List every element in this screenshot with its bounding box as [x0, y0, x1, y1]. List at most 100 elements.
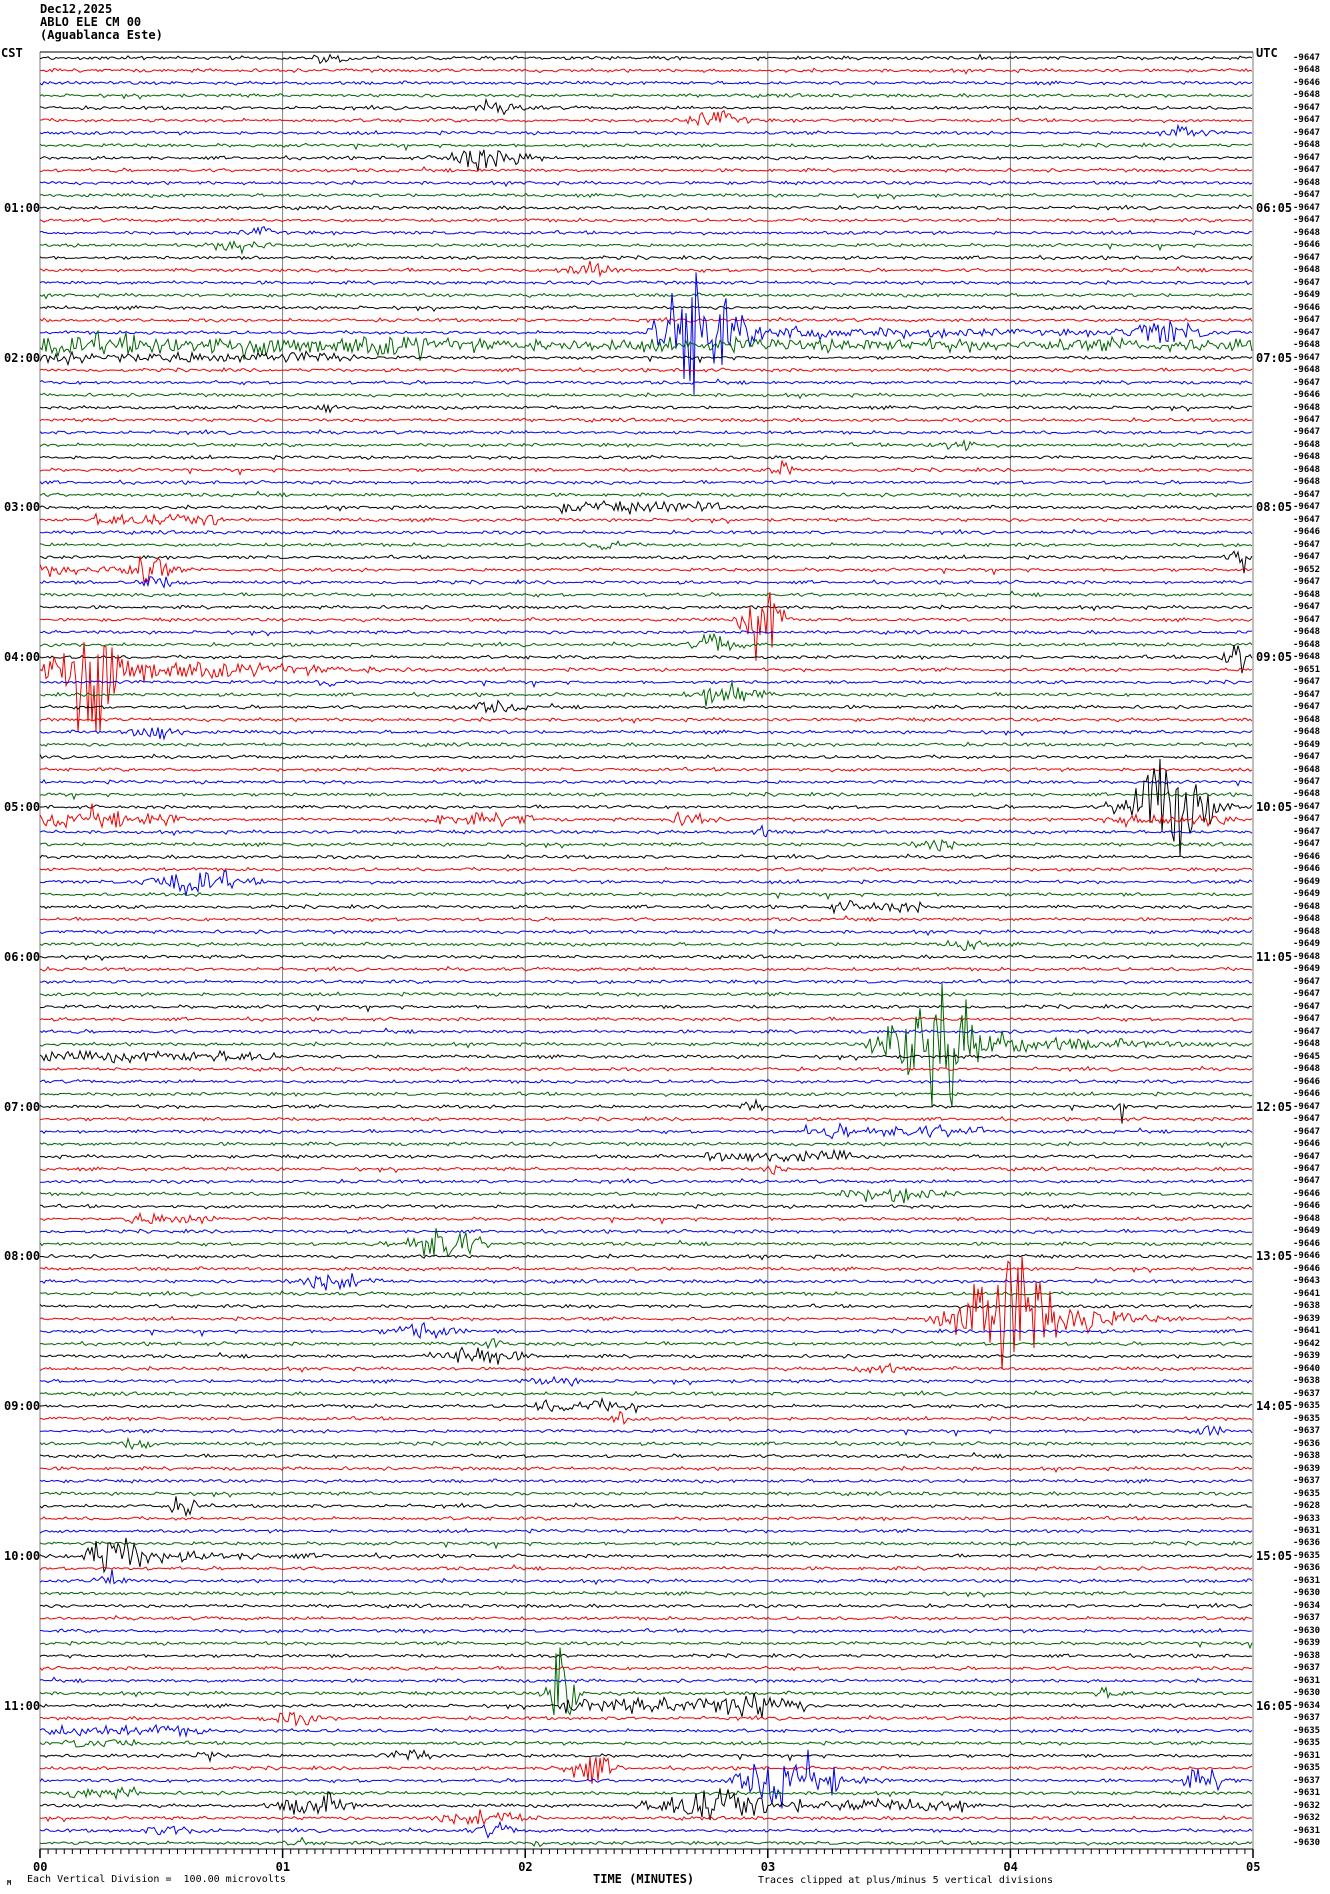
- seismic-trace: [39, 540, 1253, 551]
- trace-offset-value: -9648: [1293, 1039, 1321, 1050]
- seismic-trace: [39, 1122, 1253, 1140]
- trace-offset-value: -9638: [1293, 1451, 1321, 1462]
- trace-offset-value: -9647: [1293, 352, 1321, 363]
- seismic-trace: [39, 1256, 1253, 1370]
- seismic-trace: [39, 1346, 1253, 1365]
- seismic-trace: [39, 1003, 1253, 1013]
- trace-offset-value: -9646: [1293, 1139, 1321, 1150]
- seismic-trace: [39, 1266, 1253, 1274]
- seismic-trace: [39, 853, 1253, 860]
- trace-offset-value: -9640: [1293, 1363, 1321, 1374]
- footer-clip-note: Traces clipped at plus/minus 5 vertical …: [758, 1875, 1054, 1886]
- hour-label-left: 06:00: [4, 949, 41, 964]
- seismic-trace: [39, 1338, 1253, 1350]
- trace-offset-value: -9632: [1293, 1800, 1321, 1811]
- trace-offset-value: -9630: [1293, 1838, 1321, 1849]
- seismic-trace: [39, 1564, 1253, 1572]
- trace-offset-value: -9637: [1293, 1388, 1321, 1399]
- trace-offset-value: -9646: [1293, 1263, 1321, 1274]
- trace-offset-value: -9647: [1293, 1176, 1321, 1187]
- seismic-trace: [39, 1749, 1253, 1809]
- trace-offset-value: -9648: [1293, 365, 1321, 376]
- trace-offset-value: -9631: [1293, 1675, 1321, 1686]
- seismic-trace: [40, 1211, 1253, 1225]
- seismic-trace: [39, 1569, 1253, 1586]
- seismic-trace: [40, 1253, 1252, 1261]
- trace-offset-value: -9649: [1293, 1226, 1321, 1237]
- right-timezone-label: UTC: [1256, 46, 1278, 60]
- trace-offset-value: -9633: [1293, 1513, 1321, 1524]
- trace-offset-value: -9637: [1293, 1663, 1321, 1674]
- trace-offset-value: -9630: [1293, 1588, 1321, 1599]
- seismic-trace: [39, 204, 1253, 211]
- seismic-trace: [39, 604, 1253, 612]
- seismic-trace: [39, 699, 1253, 714]
- trace-offset-value: -9648: [1293, 439, 1321, 450]
- trace-offset-value: -9639: [1293, 1463, 1321, 1474]
- seismic-trace: [39, 645, 1253, 674]
- seismic-trace: [39, 791, 1253, 801]
- trace-offset-value: -9647: [1293, 614, 1321, 625]
- seismic-trace: [39, 1692, 1253, 1719]
- seismic-trace: [39, 80, 1253, 86]
- header-location: (Aguablanca Este): [40, 28, 163, 42]
- trace-offset-value: -9646: [1293, 240, 1321, 251]
- seismic-trace: [39, 592, 1253, 661]
- trace-offset-value: -9649: [1293, 739, 1321, 750]
- seismic-trace: [39, 1788, 1252, 1821]
- seismic-trace: [39, 1809, 1253, 1826]
- trace-offset-value: -9647: [1293, 377, 1321, 388]
- trace-offset-value: -9652: [1293, 564, 1321, 575]
- trace-offset-value: -9646: [1293, 1188, 1321, 1199]
- trace-offset-value: -9647: [1293, 127, 1321, 138]
- hour-label-right: 12:05: [1256, 1099, 1293, 1114]
- seismic-trace: [39, 123, 1253, 138]
- trace-offset-value: -9647: [1293, 1151, 1321, 1162]
- trace-offset-value: -9646: [1293, 77, 1321, 88]
- trace-offset-value: -9648: [1293, 727, 1321, 738]
- seismic-trace: [39, 1540, 1253, 1550]
- trace-offset-value: -9647: [1293, 165, 1321, 176]
- trace-offset-value: -9647: [1293, 277, 1321, 288]
- trace-offset-value: -9635: [1293, 1550, 1321, 1561]
- seismic-trace: [39, 869, 1253, 896]
- trace-offset-value: -9637: [1293, 1426, 1321, 1437]
- trace-offset-value: -9649: [1293, 876, 1321, 887]
- x-axis-tick-label: 04: [1003, 1860, 1018, 1874]
- trace-offset-value: -9630: [1293, 1625, 1321, 1636]
- trace-offset-value: -9647: [1293, 415, 1321, 425]
- trace-offset-value: -9648: [1293, 764, 1321, 775]
- trace-offset-value: -9628: [1293, 1501, 1321, 1512]
- hour-label-right: 07:05: [1256, 350, 1293, 365]
- trace-offset-value: -9647: [1293, 252, 1321, 263]
- seismic-trace: [39, 1049, 1253, 1064]
- seismic-trace: [39, 1738, 1253, 1748]
- left-timezone-label: CST: [1, 46, 23, 60]
- trace-offset-value: -9631: [1293, 1525, 1321, 1536]
- seismic-trace: [39, 226, 1253, 236]
- seismic-trace: [39, 528, 1253, 536]
- seismic-trace: [39, 1228, 1253, 1235]
- seismic-trace: [39, 758, 1253, 857]
- trace-offset-value: -9648: [1293, 452, 1321, 463]
- trace-offset-value: -9646: [1293, 1238, 1321, 1249]
- seismic-trace: [39, 1098, 1253, 1124]
- seismic-trace: [39, 1749, 1253, 1764]
- seismic-trace: [39, 838, 1253, 852]
- seismic-trace: [39, 1016, 1253, 1023]
- seismic-trace: [39, 1116, 1253, 1122]
- trace-offset-value: -9647: [1293, 702, 1321, 713]
- trace-offset-value: -9648: [1293, 901, 1321, 912]
- seismic-trace: [39, 1602, 1253, 1609]
- trace-offset-value: -9648: [1293, 652, 1321, 663]
- hour-label-right: 09:05: [1256, 650, 1293, 665]
- seismic-trace: [39, 378, 1253, 386]
- trace-offset-value: -9637: [1293, 1775, 1321, 1786]
- seismic-trace: [39, 438, 1253, 452]
- trace-offset-value: -9648: [1293, 227, 1321, 238]
- seismic-trace: [39, 392, 1253, 400]
- trace-offset-value: -9647: [1293, 1001, 1321, 1012]
- seismic-trace: [39, 991, 1253, 997]
- trace-offset-value: -9647: [1293, 502, 1321, 513]
- trace-offset-value: -9635: [1293, 1725, 1321, 1736]
